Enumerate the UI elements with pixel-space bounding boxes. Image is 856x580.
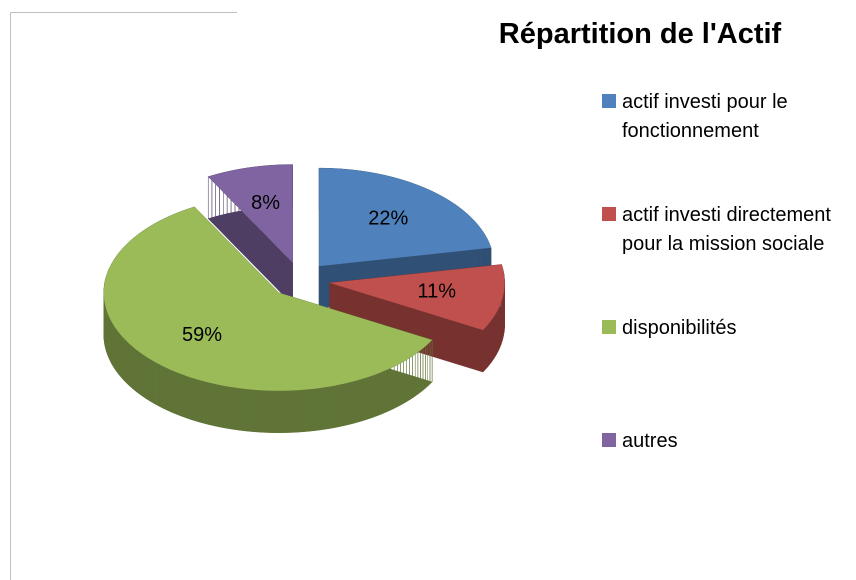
legend-item: disponibilités bbox=[602, 314, 842, 343]
legend-swatch bbox=[602, 433, 616, 447]
chart-title: Répartition de l'Actif bbox=[498, 18, 782, 50]
legend-swatch bbox=[602, 94, 616, 108]
legend-item: autres bbox=[602, 427, 842, 456]
legend-label: actif investi pour le fonctionnement bbox=[622, 91, 788, 142]
legend-label: disponibilités bbox=[622, 317, 737, 339]
legend-swatch bbox=[602, 207, 616, 221]
legend-item: actif investi pour le fonctionnement bbox=[602, 88, 842, 146]
data-label: 22% bbox=[368, 208, 408, 230]
slice bbox=[329, 264, 505, 331]
data-label: 59% bbox=[182, 324, 222, 346]
legend-item: actif investi directement pour la missio… bbox=[602, 201, 842, 259]
data-label: 11% bbox=[418, 281, 457, 303]
legend-label: autres bbox=[622, 430, 678, 452]
data-label: 8% bbox=[251, 192, 280, 214]
slice bbox=[319, 168, 492, 267]
slice bbox=[103, 206, 433, 391]
legend-label: actif investi directement pour la missio… bbox=[622, 204, 831, 255]
legend-swatch bbox=[602, 320, 616, 334]
slice bbox=[208, 164, 293, 263]
